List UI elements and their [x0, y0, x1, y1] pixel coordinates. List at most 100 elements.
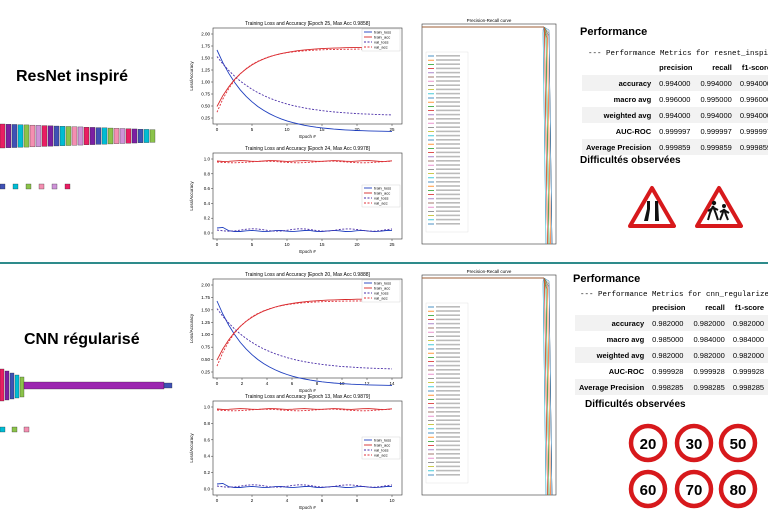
resnet-loss-plot-legend-entry: val_acc	[374, 45, 388, 50]
cnn-metrics-table: precision recall f1-score accuracy 0.982000 0…	[575, 299, 768, 395]
cnn-loss-plot-legend	[361, 279, 401, 303]
resnet-loss-plot-legend-entry: train_loss	[374, 30, 391, 35]
layer-block	[12, 183, 19, 190]
table-row: macro avg 0.985000 0.984000 0.984000	[575, 331, 768, 347]
resnet-performance-header: --- Performance Metrics for resnet_inspi…	[588, 50, 768, 58]
cnn-acc-plot-xtick: 4	[286, 498, 289, 503]
resnet-acc-plot-xtick: 0	[216, 242, 219, 247]
resnet-pr-plot-legend	[425, 51, 469, 233]
cnn-loss-plot-xtick: 2	[241, 381, 244, 386]
metric-value: 0.999928	[652, 366, 684, 376]
resnet-loss-plot-ytick: 0.25	[201, 116, 210, 121]
resnet-loss-plot-xlabel: Epoch #	[299, 134, 316, 139]
cnn-acc-plot-title: Training Loss and Accuracy [Epoch 13, Ma…	[245, 394, 370, 400]
layer-block	[101, 127, 108, 145]
metric-label: accuracy	[582, 75, 656, 91]
resnet-difficulties-title: Difficultés observées	[580, 155, 681, 166]
metric-value: 0.994000	[655, 107, 697, 123]
cnn-acc-plot-legend	[361, 436, 401, 460]
metric-value: 0.995000	[700, 94, 732, 104]
layer-block	[113, 128, 120, 144]
table-row: AUC-ROC 0.999997 0.999997 0.999997	[582, 123, 768, 139]
metric-value: 0.999928	[732, 366, 765, 376]
resnet-acc-plot-legend	[361, 184, 401, 208]
resnet-architecture-diagram	[0, 123, 156, 190]
metric-value: 0.984000	[693, 334, 725, 344]
speed-limit-label: 50	[730, 436, 747, 453]
resnet-panel: ResNet inspiré Training Loss and Accurac…	[0, 16, 768, 256]
resnet-loss-plot: Training Loss and Accuracy [Epoch 25, Ma…	[185, 18, 410, 140]
layer-block	[65, 126, 72, 146]
layer-block	[125, 128, 132, 144]
metric-value: 0.996000	[739, 94, 768, 104]
cnn-loss-plot-title: Training Loss and Accuracy [Epoch 20, Ma…	[245, 272, 370, 278]
metric-value: 0.982000	[728, 315, 768, 331]
resnet-acc-plot-val-loss-line	[216, 228, 393, 232]
resnet-loss-plot-ytick: 1.00	[201, 80, 210, 85]
cnn-pr-plot: Precision-Recall curve	[412, 267, 562, 507]
resnet-acc-plot-ylabel: Loss/Accuracy	[189, 181, 194, 211]
cnn-loss-plot-xtick: 12	[364, 381, 370, 386]
layer-block	[0, 368, 5, 402]
resnet-acc-plot-ytick: 0.0	[204, 231, 211, 236]
resnet-loss-plot-ytick: 1.75	[201, 44, 210, 49]
cnn-acc-plot-ytick: 0.6	[204, 437, 211, 442]
cnn-loss-plot-ytick: 2.00	[201, 283, 210, 288]
layer-block	[77, 126, 84, 146]
table-row: accuracy 0.982000 0.982000 0.982000	[575, 315, 768, 331]
layer-block	[19, 376, 25, 398]
speed-limit-20-sign-icon: 20	[628, 423, 668, 463]
cnn-pr-plot-legend	[425, 302, 469, 484]
layer-block	[0, 123, 6, 149]
road-narrows-sign-icon	[628, 186, 676, 228]
cnn-acc-plot-ytick: 0.8	[204, 421, 211, 426]
speed-limit-label: 30	[686, 436, 703, 453]
resnet-loss-plot-ytick: 0.75	[201, 92, 210, 97]
resnet-acc-plot-xtick: 25	[389, 242, 395, 247]
resnet-loss-plot-xtick: 0	[216, 127, 219, 132]
cnn-loss-plot-xtick: 14	[389, 381, 395, 386]
cnn-loss-plot-ytick: 1.25	[201, 320, 210, 325]
table-row: AUC-ROC 0.999928 0.999928 0.999928	[575, 363, 768, 379]
metric-value: 0.999928	[693, 366, 725, 376]
speed-limit-50-sign-icon: 50	[718, 423, 758, 463]
cnn-acc-plot-xlabel: Epoch #	[299, 505, 316, 510]
cnn-loss-plot-xtick: 0	[216, 381, 219, 386]
metric-label: weighted avg	[575, 347, 649, 363]
cnn-performance-header: --- Performance Metrics for cnn_regulari…	[580, 291, 768, 299]
cnn-acc-plot-val-loss-line	[216, 484, 393, 488]
layer-block	[83, 126, 90, 146]
metric-value: 0.994000	[696, 75, 736, 91]
cnn-acc-plot-ytick: 0.4	[204, 454, 211, 459]
resnet-pr-plot: Precision-Recall curve	[412, 16, 562, 256]
layer-block	[119, 128, 126, 144]
metric-value: 0.985000	[652, 334, 684, 344]
resnet-acc-plot-legend-entry: val_acc	[374, 201, 388, 206]
table-row: macro avg 0.996000 0.995000 0.996000	[582, 91, 768, 107]
resnet-loss-plot-xtick: 5	[251, 127, 254, 132]
resnet-performance-title: Performance	[580, 26, 648, 38]
metric-value: 0.998285	[648, 379, 690, 395]
layer-block	[143, 129, 150, 143]
metric-value: 0.982000	[689, 315, 729, 331]
speed-limit-60-sign-icon: 60	[628, 469, 668, 509]
layer-block	[25, 183, 32, 190]
resnet-loss-plot-ytick: 2.00	[201, 32, 210, 37]
layer-block	[131, 128, 138, 144]
metric-value: 0.994000	[696, 107, 736, 123]
table-row: weighted avg 0.994000 0.994000 0.994000	[582, 107, 768, 123]
resnet-acc-plot-title: Training Loss and Accuracy [Epoch 24, Ma…	[245, 146, 370, 152]
speed-limit-label: 80	[730, 482, 747, 499]
cnn-loss-plot-ytick: 0.75	[201, 345, 210, 350]
speed-limit-label: 20	[640, 436, 657, 453]
cnn-performance-title: Performance	[573, 273, 641, 285]
layer-block	[95, 127, 102, 145]
metric-label: accuracy	[575, 315, 649, 331]
metric-value: 0.999997	[700, 126, 732, 136]
resnet-acc-plot-train-acc-line	[216, 160, 393, 162]
resnet-acc-plot-ytick: 0.2	[204, 216, 211, 221]
resnet-loss-plot-ytick: 1.25	[201, 68, 210, 73]
resnet-loss-plot-xtick: 10	[284, 127, 290, 132]
metrics-column-header: f1-score	[741, 62, 768, 72]
metric-value: 0.994000	[735, 107, 768, 123]
